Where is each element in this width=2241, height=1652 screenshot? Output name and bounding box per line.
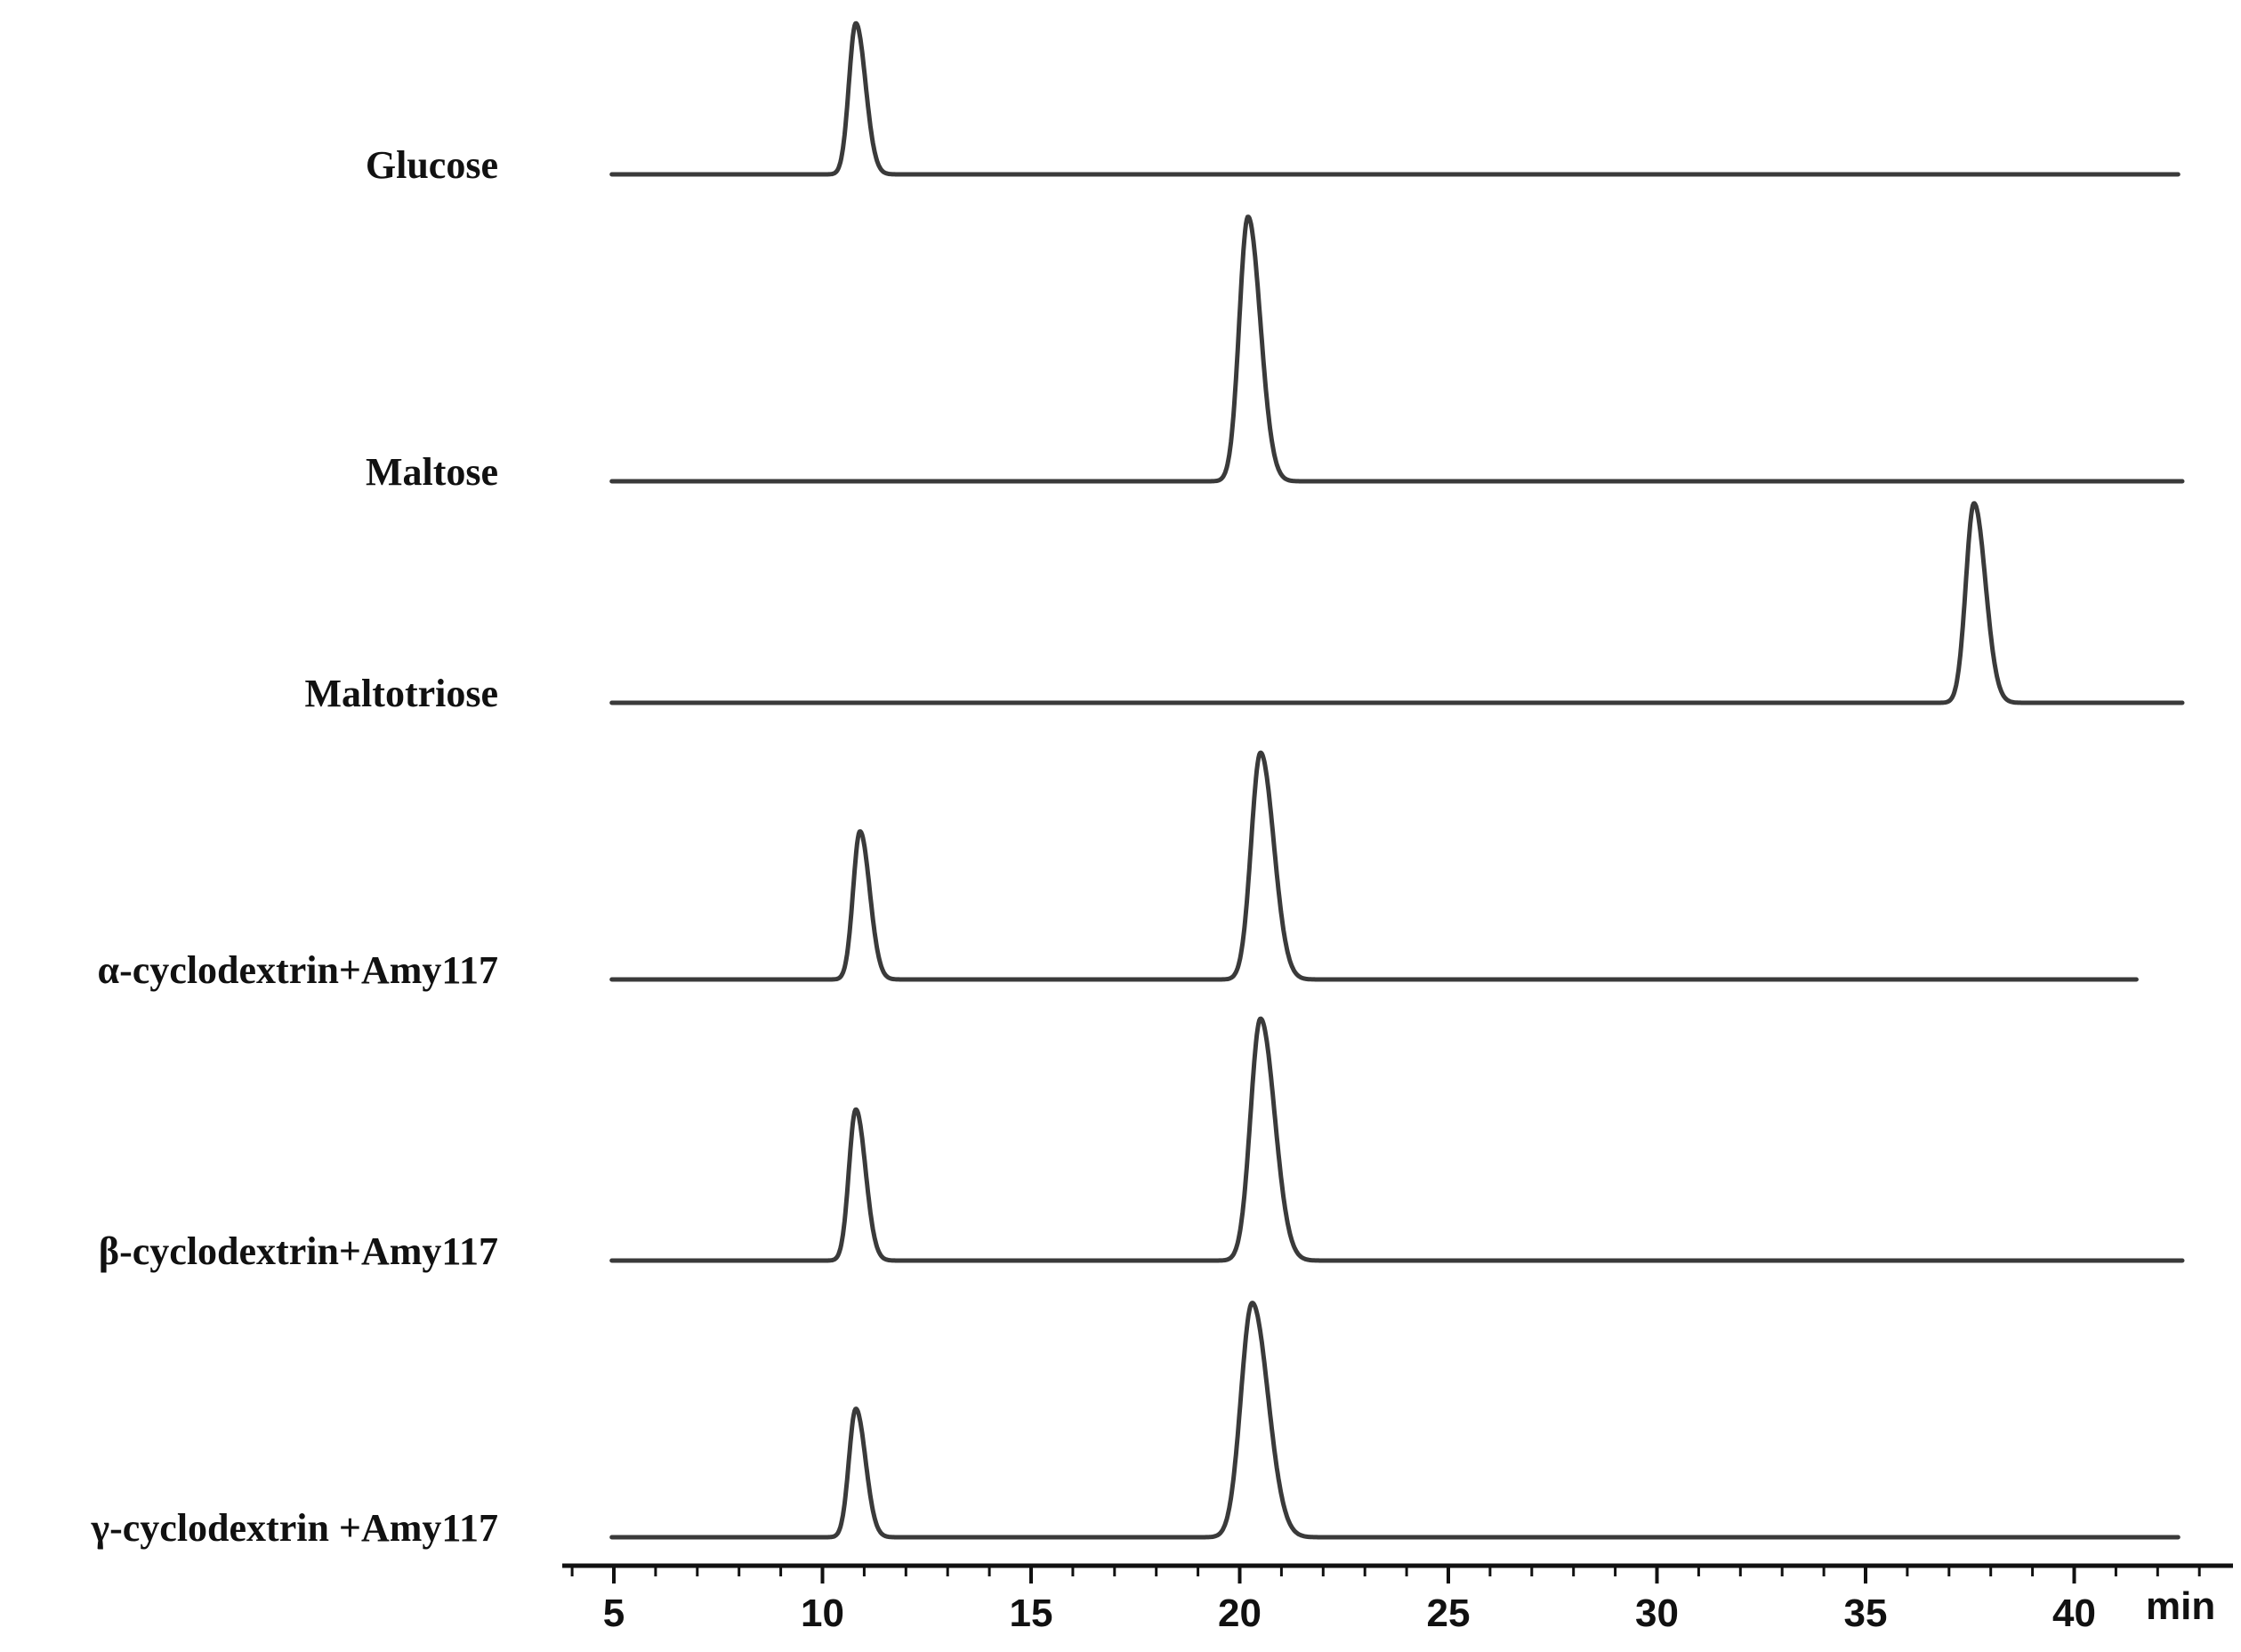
trace-label: β-cyclodextrin+Amy117: [99, 1229, 498, 1273]
trace-line: [609, 214, 2185, 484]
trace-line: [609, 501, 2185, 705]
trace-label: Maltotriose: [305, 672, 498, 715]
trace-line: [609, 1016, 2185, 1263]
x-tick-label: 15: [1010, 1592, 1053, 1635]
trace-label: Maltose: [366, 450, 498, 494]
x-tick-label: 35: [1844, 1592, 1888, 1635]
trace-line: [609, 20, 2181, 177]
trace-line: [609, 1301, 2181, 1540]
trace-line: [609, 750, 2139, 982]
x-tick-label: 20: [1218, 1592, 1262, 1635]
x-unit-label: min: [2146, 1584, 2215, 1628]
x-tick-label: 25: [1427, 1592, 1471, 1635]
x-tick-label: 5: [603, 1592, 625, 1635]
x-tick-label: 40: [2052, 1592, 2096, 1635]
x-tick-label: 30: [1635, 1592, 1679, 1635]
trace-label: α-cyclodextrin+Amy117: [98, 948, 498, 992]
trace-group: Glucose Maltose Maltotriose α-cyclodextrin+…: [91, 20, 2185, 1550]
trace-label: γ-cyclodextrin +Amy117: [91, 1506, 498, 1550]
x-tick-label: 10: [801, 1592, 844, 1635]
x-axis: 5 10 15 20 25 30 35 40 min: [562, 1563, 2233, 1635]
trace-label: Glucose: [366, 143, 498, 187]
